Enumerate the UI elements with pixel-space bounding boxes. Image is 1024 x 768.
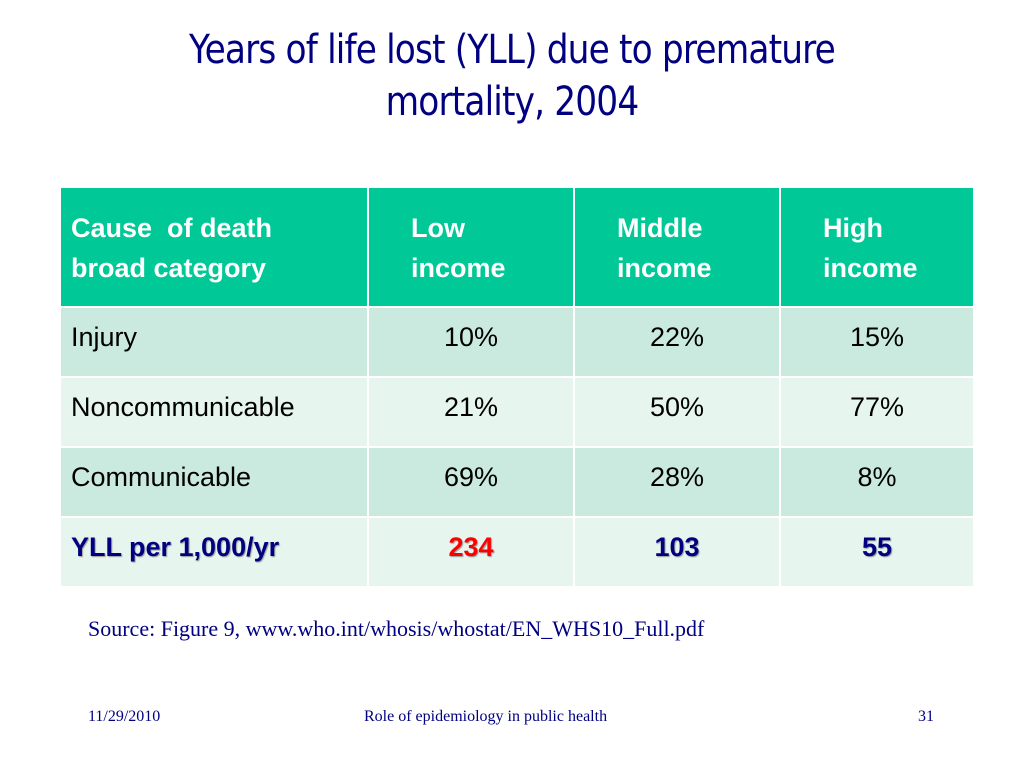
header-low-line-2: income (411, 253, 506, 283)
header-high-income: High income (779, 186, 975, 308)
slide-title-line-2: mortality, 2004 (385, 79, 640, 125)
cell-low-income: 10% (367, 306, 575, 378)
header-middle-line-1: Middle (617, 213, 703, 243)
header-middle-income: Middle income (573, 186, 781, 308)
table-row-noncommunicable: Noncommunicable 21% 50% 77% (59, 376, 975, 448)
slide-title-line-1: Years of life lost (YLL) due to prematur… (189, 27, 836, 73)
table-row-injury: Injury 10% 22% 15% (59, 306, 975, 378)
cell-middle-income: 50% (573, 376, 781, 448)
source-note: Source: Figure 9, www.who.int/whosis/who… (88, 616, 705, 641)
row-label: Noncommunicable (59, 376, 369, 448)
table-row-communicable: Communicable 69% 28% 8% (59, 446, 975, 518)
header-cause-line-1: Cause of death (71, 213, 273, 243)
row-label: Injury (59, 306, 369, 378)
cell-low-income: 234 (367, 516, 575, 588)
cell-low-income: 21% (367, 376, 575, 448)
row-label: Communicable (59, 446, 369, 518)
yll-table-container: Cause of death broad category Low income… (59, 186, 975, 588)
header-cause-line-2: broad category (71, 253, 267, 283)
table-header-row: Cause of death broad category Low income… (59, 186, 975, 308)
cell-low-income: 69% (367, 446, 575, 518)
yll-table: Cause of death broad category Low income… (59, 186, 975, 588)
header-low-line-1: Low (411, 213, 465, 243)
header-low-income: Low income (367, 186, 575, 308)
row-label: YLL per 1,000/yr (59, 516, 369, 588)
cell-high-income: 77% (779, 376, 975, 448)
header-cause-of-death: Cause of death broad category (59, 186, 369, 308)
header-high-line-2: income (823, 253, 918, 283)
header-high-line-1: High (823, 213, 883, 243)
footer-date: 11/29/2010 (88, 708, 161, 725)
footer-page-number: 31 (918, 708, 934, 725)
cell-middle-income: 103 (573, 516, 781, 588)
cell-high-income: 15% (779, 306, 975, 378)
footer-title: Role of epidemiology in public health (364, 708, 608, 725)
cell-high-income: 55 (779, 516, 975, 588)
header-middle-line-2: income (617, 253, 712, 283)
cell-high-income: 8% (779, 446, 975, 518)
table-row-yll-per-1000: YLL per 1,000/yr 234 103 55 (59, 516, 975, 588)
cell-middle-income: 22% (573, 306, 781, 378)
cell-middle-income: 28% (573, 446, 781, 518)
slide-title: Years of life lost (YLL) due to prematur… (123, 24, 900, 128)
